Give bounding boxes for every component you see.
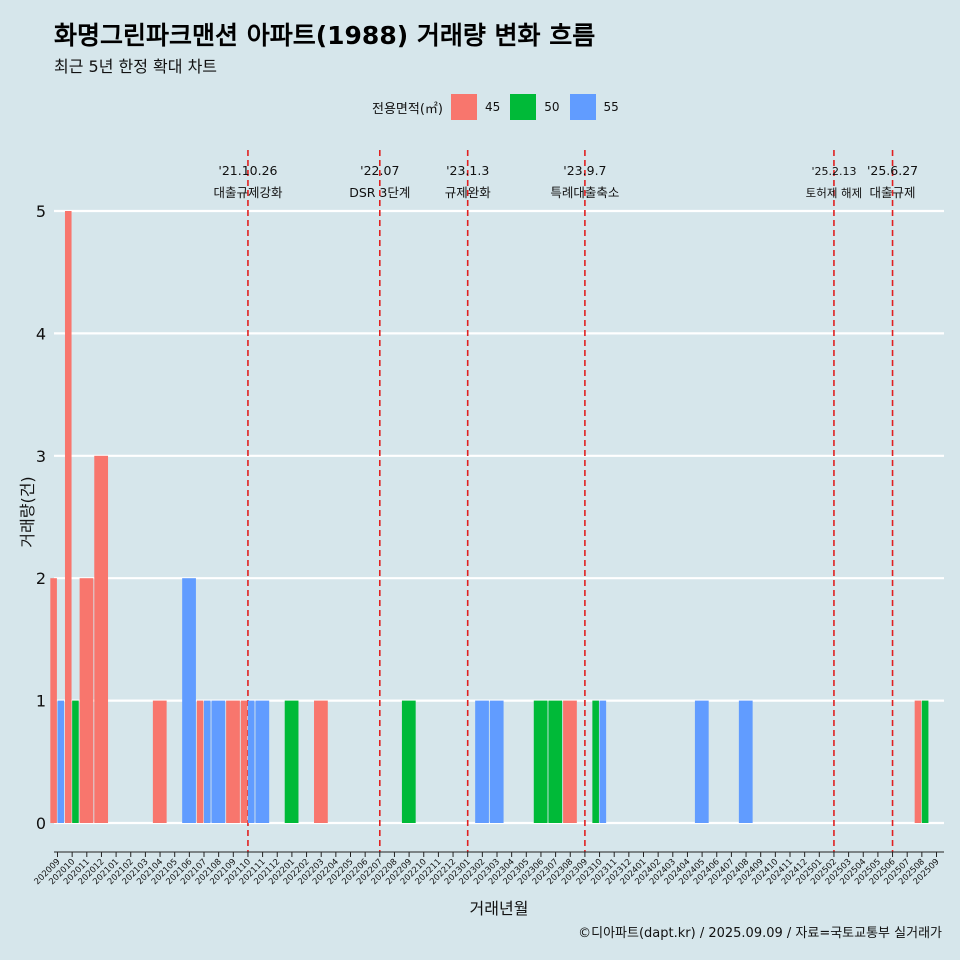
legend-item-50: 50 [510,94,560,120]
legend-swatch-45 [450,94,477,120]
bar-55-202106 [182,578,196,823]
bar-45-202107 [196,700,204,823]
legend-swatch-50 [510,94,537,120]
bar-55-202108 [211,700,226,823]
legend-swatch-55 [569,94,596,120]
bar-50-202209 [401,700,416,823]
event-name-label: 대출규제강화 [213,185,283,200]
bar-45-202110 [240,700,248,823]
y-tick-label: 3 [36,447,46,466]
legend-label-55: 55 [603,100,619,114]
y-tick-label: 2 [36,569,46,588]
event-markers: '21.10.26 대출규제강화 '22.07 DSR 3단계 '23.1.3 규제완화 '… [213,150,918,852]
bar-50-202010 [72,700,79,823]
bar-45-202308 [563,700,577,823]
bar-55-202107 [204,700,211,823]
bar-45-202109 [226,700,240,823]
bar-55-202111 [255,700,270,823]
bar-50-202306 [533,700,548,823]
bar-45-202011 [79,578,94,823]
y-tick-label: 5 [36,202,46,221]
legend-item-45: 45 [450,94,501,120]
event-name-label: 규제완화 [445,185,492,200]
legend-item-55: 55 [569,94,619,120]
bar-55-202110 [247,700,255,823]
legend-label-50: 50 [544,100,560,114]
legend-title: 전용면적(㎡) [372,101,443,117]
legend-label-45: 45 [484,100,501,114]
event-name-label: 특례대출축소 [550,185,619,200]
x-axis-title: 거래년월 [470,899,529,918]
bar-50-202201 [284,700,299,823]
bar-55-202303 [489,700,504,823]
event-name-label: 토허제 해제 [806,186,863,200]
chart-subtitle: 최근 5년 한정 확대 차트 [54,57,218,76]
bar-45-202012 [94,455,109,823]
event-date-label: '23.1.3 [446,163,489,178]
bar-45-202009 [50,578,57,823]
bar-45-202010 [64,211,72,823]
bar-55-202009 [57,700,65,823]
source-caption: ©디아파트(dapt.kr) / 2025.09.09 / 자료=국토교통부 실… [578,926,942,941]
event-date-label: '25.6.27 [867,163,918,178]
y-tick-label: 1 [36,692,46,711]
event-name-label: DSR 3단계 [349,185,410,200]
bar-50-202508 [921,700,929,823]
bar-55-202408 [738,700,753,823]
event-date-label: '22.07 [360,163,399,178]
bar-55-202310 [599,700,607,823]
bar-55-202405 [694,700,709,823]
y-axis-title: 거래량(건) [18,476,37,547]
chart-title: 화명그린파크맨션 아파트(1988) 거래량 변화 흐름 [54,21,596,50]
event-date-label: '23.9.7 [563,163,606,178]
event-date-label: '25.2.13 [811,165,856,178]
bar-45-202203 [314,700,328,823]
event-date-label: '21.10.26 [218,163,277,178]
bar-45-202104 [152,700,167,823]
y-tick-label: 4 [36,324,46,343]
bars [50,211,929,823]
bar-50-202310 [592,700,599,823]
bar-55-202302 [475,700,489,823]
legend: 전용면적(㎡) 45 50 55 [372,92,629,122]
bar-45-202508 [914,700,922,823]
y-tick-label: 0 [36,814,46,833]
event-name-label: 대출규제 [870,185,916,200]
bar-50-202307 [548,700,563,823]
